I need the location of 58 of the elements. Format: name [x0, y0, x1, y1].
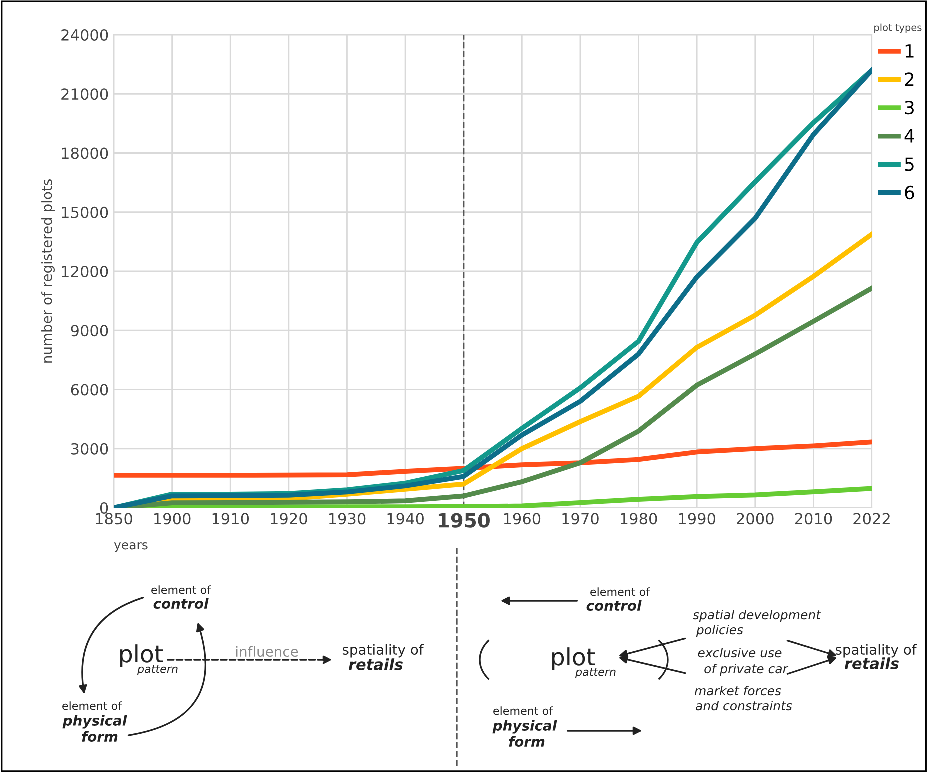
text: retails [348, 658, 403, 670]
text: policies [696, 624, 744, 638]
text: element of [152, 586, 212, 594]
text: spatial development [693, 610, 822, 622]
x-tick-label: 1930 [329, 513, 366, 525]
x-tick-label: 2010 [795, 513, 832, 525]
text: pattern [137, 665, 178, 676]
y-tick-label: 24000 [62, 29, 108, 42]
x-tick-label: 1980 [621, 513, 658, 525]
legend-title: plot types [874, 24, 922, 34]
text: influence [236, 646, 298, 658]
text: spatiality of [836, 644, 918, 658]
text: control [586, 600, 642, 612]
legend-label: 5 [905, 158, 914, 172]
legend-label: 6 [905, 186, 914, 200]
y-tick-label: 12000 [62, 266, 108, 278]
text: form [509, 736, 545, 748]
legend-label: 4 [904, 130, 914, 143]
x-tick-label: 1850 [96, 513, 132, 525]
text: control [154, 598, 209, 610]
line-series [114, 440, 872, 478]
legend-label: 3 [905, 100, 914, 115]
x-tick-label: 1910 [212, 513, 250, 525]
text: market forces [694, 686, 782, 696]
text: of private car [704, 664, 789, 676]
x-tick-label: 1900 [154, 513, 191, 525]
x-tick-label: 2022 [854, 513, 890, 525]
text: retails [844, 658, 899, 670]
text: physical [62, 715, 128, 729]
text: plot [120, 644, 164, 668]
x-axis-title: years [114, 542, 148, 552]
text: element of [62, 702, 122, 710]
y-tick-label: 3000 [71, 443, 108, 455]
y-axis-title: number of registered plots [42, 180, 55, 363]
y-tick-label: 9000 [71, 325, 108, 337]
text: and constraints [696, 700, 792, 711]
x-tick-label: 1970 [562, 513, 599, 525]
y-tick-label: 0 [100, 502, 108, 514]
text: spatiality of [342, 644, 424, 658]
y-tick-label: 15000 [62, 206, 108, 218]
text: form [82, 731, 118, 742]
text: pattern [575, 668, 616, 678]
x-tick-label: 1950 [438, 513, 490, 528]
y-tick-label: 18000 [62, 148, 108, 160]
text: element of [494, 706, 554, 716]
legend-label: 2 [905, 72, 914, 86]
x-tick-label: 1940 [388, 513, 424, 525]
x-tick-label: 1960 [504, 513, 541, 525]
legend-label: 1 [906, 44, 914, 58]
text: element of [590, 588, 650, 596]
x-tick-label: 2000 [737, 513, 774, 525]
text: exclusive use [698, 648, 782, 658]
x-tick-label: 1990 [679, 513, 716, 525]
y-tick-label: 6000 [71, 384, 108, 396]
x-tick-label: 1920 [271, 513, 308, 525]
y-tick-label: 21000 [62, 88, 108, 100]
text: physical [492, 720, 558, 734]
text: plot [552, 648, 596, 670]
